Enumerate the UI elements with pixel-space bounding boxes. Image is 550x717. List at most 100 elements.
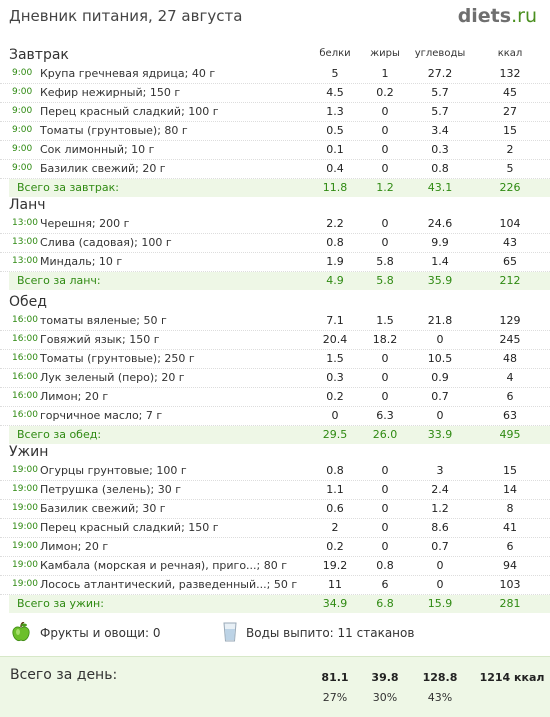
meal-total-row: Всего за ланч: 4.9 5.8 35.9 212 [9, 272, 550, 290]
table-row[interactable]: 19:00 Перец красный сладкий; 150 г 2 0 8.6 41 [0, 519, 550, 538]
food-name[interactable]: Говяжий язык; 150 г [40, 333, 160, 346]
food-name[interactable]: Томаты (грунтовые); 250 г [40, 352, 195, 365]
food-name[interactable]: Кефир нежирный; 150 г [40, 86, 181, 99]
food-name[interactable]: Черешня; 200 г [40, 217, 130, 230]
kcal-value: 45 [503, 86, 517, 99]
total-fat: 26.0 [372, 428, 398, 441]
day-fat-pct: 30% [372, 691, 398, 704]
food-name[interactable]: томаты вяленые; 50 г [40, 314, 167, 327]
carbs-value: 9.9 [431, 236, 449, 249]
food-name[interactable]: Крупа гречневая ядрица; 40 г [40, 67, 216, 80]
table-row[interactable]: 9:00 Крупа гречневая ядрица; 40 г 5 1 27.2 13… [0, 65, 550, 84]
protein-value: 20.4 [322, 333, 348, 346]
food-name[interactable]: Лимон; 20 г [40, 540, 109, 553]
protein-value: 5 [331, 67, 339, 80]
table-row[interactable]: 19:00 Камбала (морская и речная), приго..… [0, 557, 550, 576]
fat-value: 0 [381, 236, 389, 249]
food-name[interactable]: Огурцы грунтовые; 100 г [40, 464, 187, 477]
table-row[interactable]: 16:00 Лимон; 20 г 0.2 0 0.7 6 [0, 388, 550, 407]
meal-section: Обед 16:00 томаты вяленые; 50 г 7.1 1.5 21.8 1… [0, 292, 550, 444]
meal-header: Обед [0, 292, 550, 312]
carbs-value: 27.2 [427, 67, 453, 80]
meal-time: 19:00 [12, 522, 38, 532]
protein-value: 7.1 [326, 314, 344, 327]
food-name[interactable]: Лосось атлантический, разведенный...; 50… [40, 578, 298, 591]
protein-value: 1.9 [326, 255, 344, 268]
meal-time: 16:00 [12, 353, 38, 363]
total-kcal: 281 [499, 597, 521, 610]
meal-total-label: Всего за завтрак: [17, 181, 120, 194]
total-carbs: 33.9 [427, 428, 453, 441]
page-title: Дневник питания, 27 августа [9, 7, 243, 25]
food-name[interactable]: Базилик свежий; 30 г [40, 502, 166, 515]
meal-name: Ланч [9, 197, 46, 213]
kcal-value: 5 [506, 162, 514, 175]
total-protein: 4.9 [326, 274, 344, 287]
table-row[interactable]: 13:00 Слива (садовая); 100 г 0.8 0 9.9 43 [0, 234, 550, 253]
protein-value: 0.6 [326, 502, 344, 515]
food-name[interactable]: Базилик свежий; 20 г [40, 162, 166, 175]
fat-value: 0 [381, 464, 389, 477]
food-name[interactable]: Слива (садовая); 100 г [40, 236, 172, 249]
meal-total-row: Всего за завтрак: 11.8 1.2 43.1 226 [9, 179, 550, 197]
meal-total-row: Всего за ужин: 34.9 6.8 15.9 281 [9, 595, 550, 613]
fat-value: 0 [381, 390, 389, 403]
food-name[interactable]: Миндаль; 10 г [40, 255, 123, 268]
total-fat: 5.8 [376, 274, 394, 287]
table-row[interactable]: 16:00 Лук зеленый (перо); 20 г 0.3 0 0.9 4 [0, 369, 550, 388]
food-name[interactable]: Перец красный сладкий; 100 г [40, 105, 219, 118]
total-carbs: 35.9 [427, 274, 453, 287]
food-name[interactable]: горчичное масло; 7 г [40, 409, 163, 422]
table-row[interactable]: 16:00 томаты вяленые; 50 г 7.1 1.5 21.8 129 [0, 312, 550, 331]
meal-time: 16:00 [12, 410, 38, 420]
protein-value: 0.8 [326, 236, 344, 249]
kcal-value: 6 [506, 390, 514, 403]
site-logo[interactable]: diets.ru [458, 5, 537, 27]
table-row[interactable]: 16:00 Говяжий язык; 150 г 20.4 18.2 0 245 [0, 331, 550, 350]
day-fat: 39.8 [371, 671, 399, 684]
protein-value: 11 [328, 578, 342, 591]
apple-icon [12, 622, 30, 642]
meal-section: Завтрак белки жиры углеводы ккал 9:00 Крупа гр… [0, 45, 550, 197]
food-name[interactable]: Томаты (грунтовые); 80 г [40, 124, 188, 137]
table-row[interactable]: 9:00 Томаты (грунтовые); 80 г 0.5 0 3.4 15 [0, 122, 550, 141]
food-name[interactable]: Сок лимонный; 10 г [40, 143, 155, 156]
table-row[interactable]: 19:00 Базилик свежий; 30 г 0.6 0 1.2 8 [0, 500, 550, 519]
fruits-count: Фрукты и овощи: 0 [40, 626, 161, 640]
table-row[interactable]: 19:00 Петрушка (зелень); 30 г 1.1 0 2.4 14 [0, 481, 550, 500]
logo-tld: .ru [511, 5, 537, 27]
protein-value: 19.2 [322, 559, 348, 572]
table-row[interactable]: 19:00 Огурцы грунтовые; 100 г 0.8 0 3 15 [0, 462, 550, 481]
table-row[interactable]: 16:00 горчичное масло; 7 г 0 6.3 0 63 [0, 407, 550, 426]
food-name[interactable]: Лук зеленый (перо); 20 г [40, 371, 185, 384]
meal-time: 9:00 [12, 106, 33, 116]
kcal-value: 63 [503, 409, 517, 422]
total-protein: 34.9 [322, 597, 348, 610]
fat-value: 0 [381, 162, 389, 175]
table-row[interactable]: 13:00 Миндаль; 10 г 1.9 5.8 1.4 65 [0, 253, 550, 272]
table-row[interactable]: 19:00 Лосось атлантический, разведенный..… [0, 576, 550, 595]
table-row[interactable]: 9:00 Перец красный сладкий; 100 г 1.3 0 5.7 2… [0, 103, 550, 122]
food-name[interactable]: Петрушка (зелень); 30 г [40, 483, 182, 496]
col-header-carbs: углеводы [414, 48, 466, 59]
table-row[interactable]: 19:00 Лимон; 20 г 0.2 0 0.7 6 [0, 538, 550, 557]
table-row[interactable]: 9:00 Базилик свежий; 20 г 0.4 0 0.8 5 [0, 160, 550, 179]
table-row[interactable]: 9:00 Кефир нежирный; 150 г 4.5 0.2 5.7 45 [0, 84, 550, 103]
meal-time: 16:00 [12, 372, 38, 382]
carbs-value: 10.5 [427, 352, 453, 365]
table-row[interactable]: 16:00 Томаты (грунтовые); 250 г 1.5 0 10.5 48 [0, 350, 550, 369]
food-name[interactable]: Камбала (морская и речная), приго...; 80… [40, 559, 288, 572]
food-name[interactable]: Лимон; 20 г [40, 390, 109, 403]
fat-value: 0.2 [376, 86, 394, 99]
meal-time: 9:00 [12, 87, 33, 97]
kcal-value: 27 [503, 105, 517, 118]
kcal-value: 6 [506, 540, 514, 553]
table-row[interactable]: 9:00 Сок лимонный; 10 г 0.1 0 0.3 2 [0, 141, 550, 160]
table-row[interactable]: 13:00 Черешня; 200 г 2.2 0 24.6 104 [0, 215, 550, 234]
fat-value: 18.2 [372, 333, 398, 346]
carbs-value: 5.7 [431, 86, 449, 99]
carbs-value: 0 [436, 559, 444, 572]
meal-time: 9:00 [12, 125, 33, 135]
total-carbs: 43.1 [427, 181, 453, 194]
food-name[interactable]: Перец красный сладкий; 150 г [40, 521, 219, 534]
